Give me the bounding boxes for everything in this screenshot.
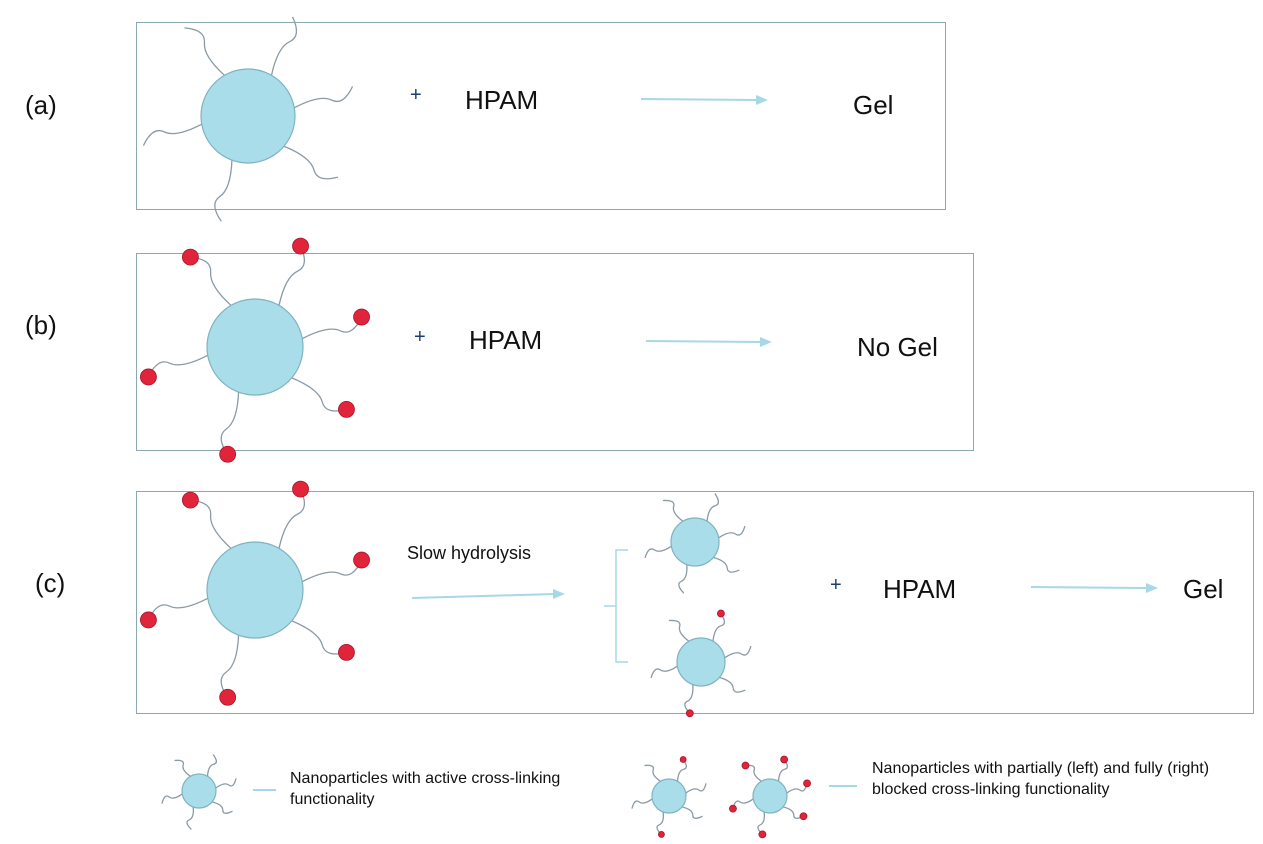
panel-c-label: (c) — [35, 568, 66, 598]
panel-a-label: (a) — [25, 90, 57, 120]
panel-b-label: (b) — [25, 310, 57, 340]
panel-c — [136, 491, 1254, 714]
arrow-b — [645, 337, 772, 347]
arrow-c1 — [411, 589, 565, 599]
legend-dash-1 — [253, 789, 276, 791]
panel-b — [136, 253, 974, 451]
legend-active-text: Nanoparticles with active cross-linking … — [290, 770, 561, 808]
reagent-a: HPAM — [465, 85, 539, 115]
bracket-icon — [604, 549, 628, 663]
nanoparticle-active-icon — [142, 16, 354, 222]
result-b: No Gel — [857, 332, 938, 362]
arrow-c2 — [1030, 583, 1158, 593]
nanoparticle-blocked-large-icon — [140, 480, 370, 706]
result-c: Gel — [1183, 574, 1224, 604]
legend-dash-2 — [829, 785, 857, 787]
plus-sign-b: + — [414, 326, 426, 348]
legend-full-icon — [729, 755, 811, 839]
legend-active-icon — [161, 754, 237, 830]
plus-sign-c: + — [830, 574, 842, 596]
reagent-b: HPAM — [469, 325, 543, 355]
legend-blocked-text: Nanoparticles with partially (left) and … — [872, 760, 1210, 798]
nanoparticle-active-small-icon — [644, 493, 746, 594]
result-a: Gel — [853, 90, 894, 120]
plus-sign-a: + — [410, 84, 422, 106]
nanoparticle-partial-small-icon — [650, 609, 752, 718]
step-label: Slow hydrolysis — [407, 543, 532, 563]
nanoparticle-blocked-icon — [140, 237, 370, 463]
panel-a — [136, 22, 946, 210]
reagent-c: HPAM — [883, 574, 957, 604]
arrow-a — [640, 95, 768, 105]
legend-partial-icon — [631, 756, 707, 838]
